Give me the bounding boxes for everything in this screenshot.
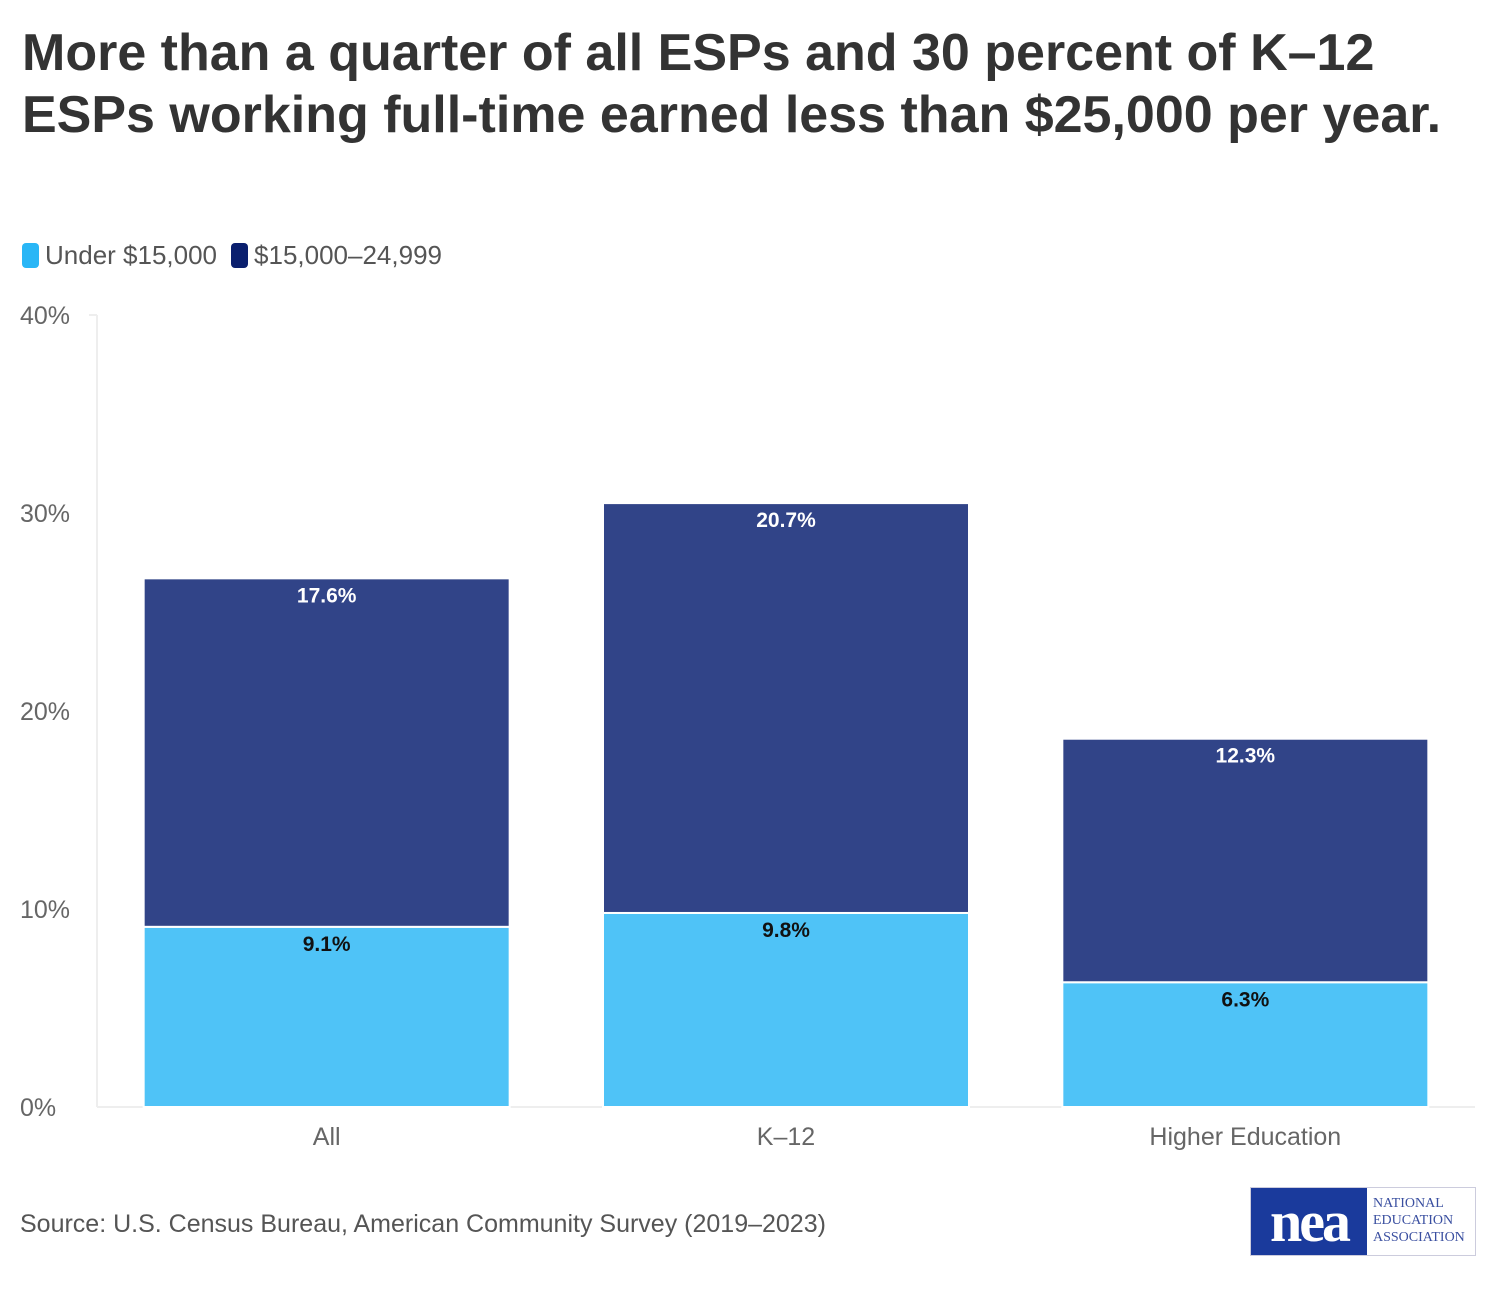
chart-title: More than a quarter of all ESPs and 30 p… [22, 24, 1442, 144]
data-label: 9.8% [762, 919, 810, 942]
bar-segment [602, 911, 970, 1109]
x-tick-label: All [313, 1123, 341, 1151]
y-tick-label: 0% [20, 1094, 56, 1122]
logo-text: NATIONAL EDUCATION ASSOCIATION [1367, 1188, 1475, 1255]
legend-label: Under $15,000 [45, 240, 218, 270]
legend-label: $15,000–24,999 [254, 240, 442, 270]
data-label: 17.6% [297, 584, 357, 607]
x-tick-label: Higher Education [1149, 1123, 1341, 1151]
legend-swatch [22, 243, 39, 268]
data-label: 6.3% [1221, 988, 1269, 1011]
legend: Under $15,000 $15,000–24,999 [22, 240, 456, 271]
x-tick-label: K–12 [757, 1123, 815, 1151]
bar-segment [602, 502, 970, 914]
data-label: 12.3% [1216, 745, 1276, 768]
bar-segment [1061, 981, 1430, 1109]
legend-swatch [231, 243, 249, 268]
logo-mark: nea [1251, 1188, 1367, 1255]
y-tick-label: 10% [20, 896, 70, 924]
y-tick-label: 30% [20, 500, 70, 528]
bar-segment [142, 577, 511, 928]
nea-logo: nea NATIONAL EDUCATION ASSOCIATION [1250, 1187, 1476, 1256]
bar-segment [1061, 737, 1430, 984]
source-note: Source: U.S. Census Bureau, American Com… [20, 1210, 826, 1238]
data-label: 20.7% [756, 509, 816, 532]
y-tick-label: 40% [20, 302, 70, 330]
legend-item-under-15000: Under $15,000 [22, 240, 217, 271]
data-label: 9.1% [303, 933, 351, 956]
legend-item-15000-24999: $15,000–24,999 [231, 240, 442, 271]
bar-segment [142, 925, 511, 1108]
y-tick-label: 20% [20, 698, 70, 726]
